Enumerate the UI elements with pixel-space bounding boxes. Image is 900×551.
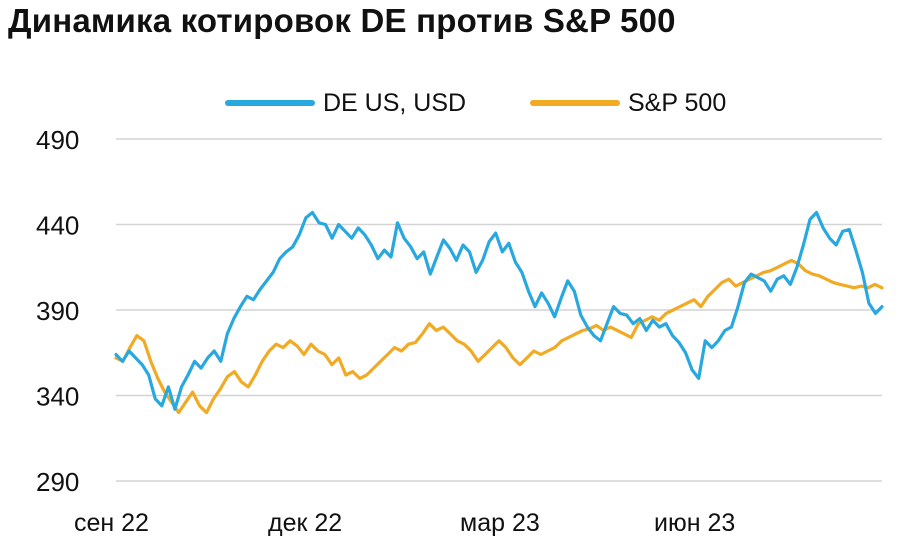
y-tick-label: 440 [36,211,79,241]
series-line-de [114,210,884,411]
legend-swatch-spx [530,100,620,106]
x-tick-label: мар 23 [460,509,540,537]
chart-title: Динамика котировок DE против S&P 500 [8,2,676,39]
legend-item-de: DE US, USD [225,86,466,120]
legend-label-de: DE US, USD [323,88,467,117]
y-tick-label: 290 [36,467,79,497]
x-axis-ticks: сен 22 дек 22 мар 23 июн 23 [74,509,735,537]
x-tick-label: сен 22 [74,509,149,537]
y-tick-label: 390 [36,296,79,326]
x-tick-label: июн 23 [654,509,735,537]
y-tick-label: 340 [36,382,79,412]
y-axis-ticks: 490 440 390 340 290 [36,125,79,497]
legend-swatch-de [225,100,315,106]
legend-item-spx: S&P 500 [530,86,726,120]
legend-label-spx: S&P 500 [628,88,727,117]
series-lines [114,210,884,415]
gridlines [116,138,882,482]
y-tick-label: 490 [36,125,79,155]
chart-legend: DE US, USD S&P 500 [0,86,900,120]
x-tick-label: дек 22 [268,509,342,537]
